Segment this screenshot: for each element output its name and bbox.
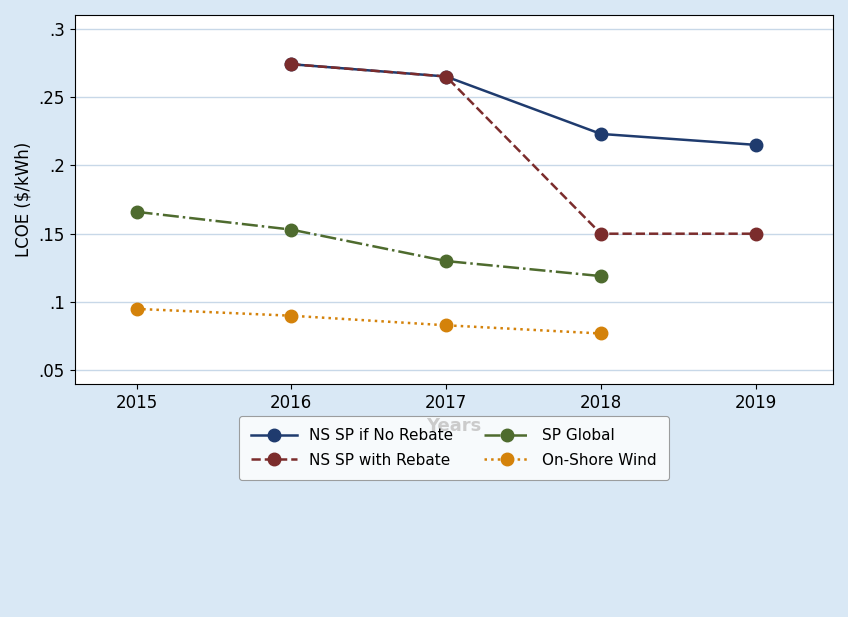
- Y-axis label: LCOE ($/kWh): LCOE ($/kWh): [15, 142, 33, 257]
- SP Global: [441, 257, 451, 265]
- NS SP with Rebate: [750, 230, 761, 238]
- Line: SP Global: SP Global: [131, 205, 607, 283]
- SP Global: [596, 272, 606, 280]
- SP Global: [287, 226, 297, 233]
- NS SP with Rebate: [596, 230, 606, 238]
- SP Global: [131, 208, 142, 215]
- NS SP if No Rebate: [750, 141, 761, 149]
- Line: NS SP if No Rebate: NS SP if No Rebate: [285, 58, 762, 151]
- NS SP if No Rebate: [441, 73, 451, 80]
- NS SP if No Rebate: [596, 130, 606, 138]
- X-axis label: Years: Years: [427, 417, 482, 436]
- On-Shore Wind: [596, 329, 606, 337]
- On-Shore Wind: [131, 305, 142, 313]
- NS SP if No Rebate: [287, 60, 297, 68]
- Line: NS SP with Rebate: NS SP with Rebate: [285, 58, 762, 240]
- NS SP with Rebate: [441, 73, 451, 80]
- On-Shore Wind: [287, 312, 297, 320]
- Line: On-Shore Wind: On-Shore Wind: [131, 302, 607, 340]
- NS SP with Rebate: [287, 60, 297, 68]
- On-Shore Wind: [441, 321, 451, 329]
- Legend: NS SP if No Rebate, NS SP with Rebate, SP Global, On-Shore Wind: NS SP if No Rebate, NS SP with Rebate, S…: [239, 416, 669, 480]
